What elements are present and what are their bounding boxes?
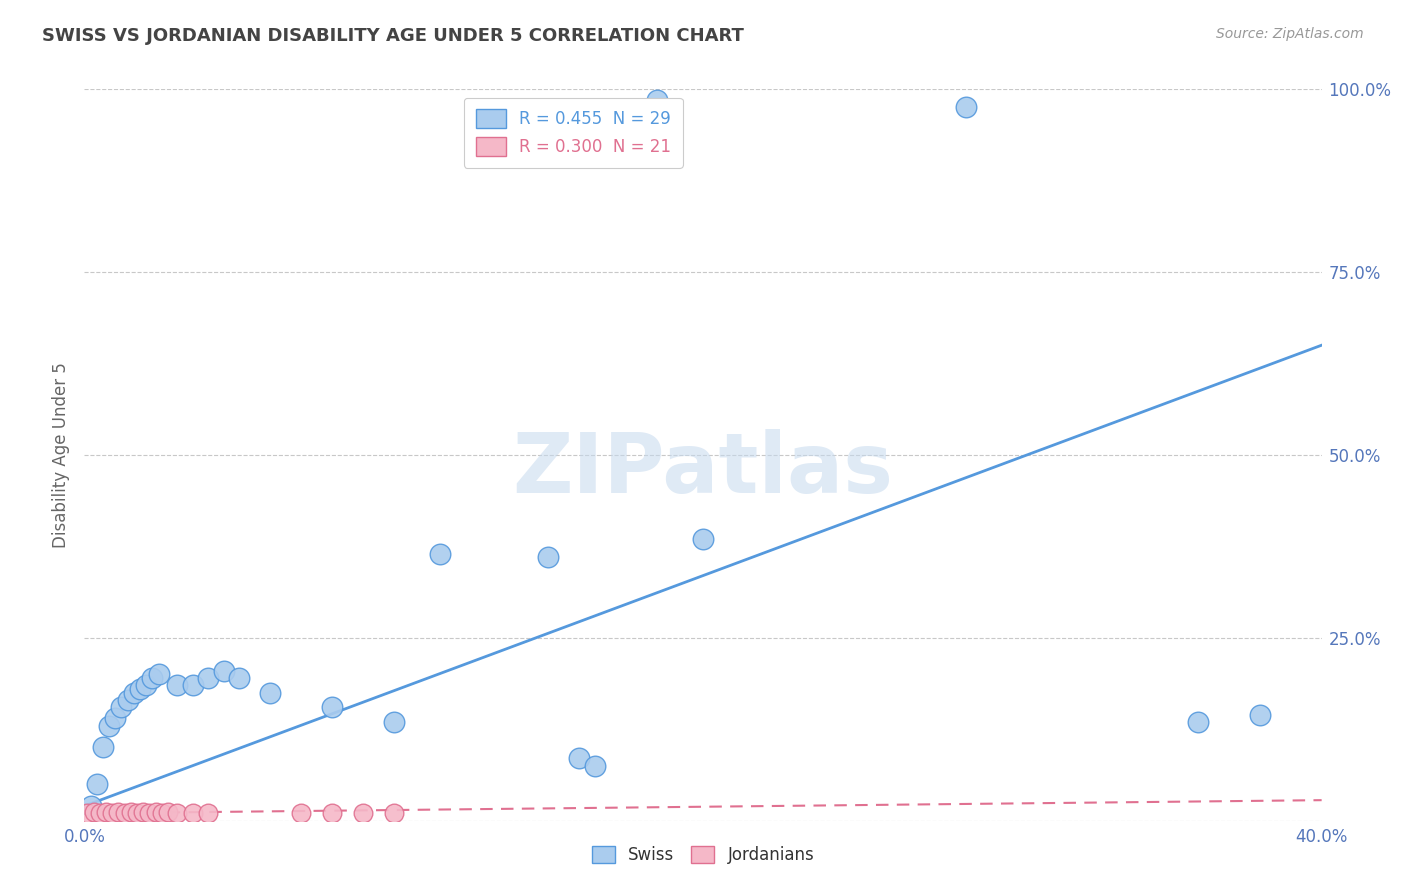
Point <box>321 806 343 821</box>
Point <box>181 678 204 692</box>
Point <box>89 806 111 821</box>
Point <box>122 686 145 700</box>
Point <box>382 714 405 729</box>
Point <box>290 806 312 821</box>
Point <box>166 806 188 821</box>
Point <box>955 101 977 115</box>
Point <box>98 718 121 732</box>
Point <box>259 686 281 700</box>
Point <box>568 751 591 765</box>
Point <box>429 547 451 561</box>
Legend: Swiss, Jordanians: Swiss, Jordanians <box>585 839 821 871</box>
Point <box>692 532 714 546</box>
Point <box>79 799 101 814</box>
Point <box>91 740 114 755</box>
Point <box>212 664 235 678</box>
Point <box>1249 707 1271 722</box>
Point <box>166 678 188 692</box>
Point <box>141 671 163 685</box>
Point <box>104 711 127 725</box>
Point <box>83 805 105 819</box>
Text: Source: ZipAtlas.com: Source: ZipAtlas.com <box>1216 27 1364 41</box>
Point <box>86 777 108 791</box>
Point <box>197 806 219 821</box>
Text: SWISS VS JORDANIAN DISABILITY AGE UNDER 5 CORRELATION CHART: SWISS VS JORDANIAN DISABILITY AGE UNDER … <box>42 27 744 45</box>
Point <box>382 806 405 821</box>
Point <box>181 806 204 821</box>
Point <box>645 93 668 107</box>
Point <box>135 678 157 692</box>
Point <box>150 806 173 821</box>
Point <box>132 805 155 819</box>
Point <box>107 805 129 819</box>
Point <box>228 671 250 685</box>
Point <box>110 700 132 714</box>
Point <box>138 806 160 821</box>
Text: ZIPatlas: ZIPatlas <box>513 429 893 510</box>
Point <box>117 693 139 707</box>
Point <box>145 805 167 819</box>
Point <box>1187 714 1209 729</box>
Point <box>120 805 142 819</box>
Point <box>76 806 98 821</box>
Point <box>197 671 219 685</box>
Point <box>352 806 374 821</box>
Point <box>129 681 152 696</box>
Point <box>101 806 124 821</box>
Point <box>148 667 170 681</box>
Point <box>125 806 148 821</box>
Point <box>537 550 560 565</box>
Point <box>114 806 136 821</box>
Point <box>321 700 343 714</box>
Y-axis label: Disability Age Under 5: Disability Age Under 5 <box>52 362 70 548</box>
Point <box>583 758 606 772</box>
Point <box>156 805 179 819</box>
Point <box>94 805 117 819</box>
